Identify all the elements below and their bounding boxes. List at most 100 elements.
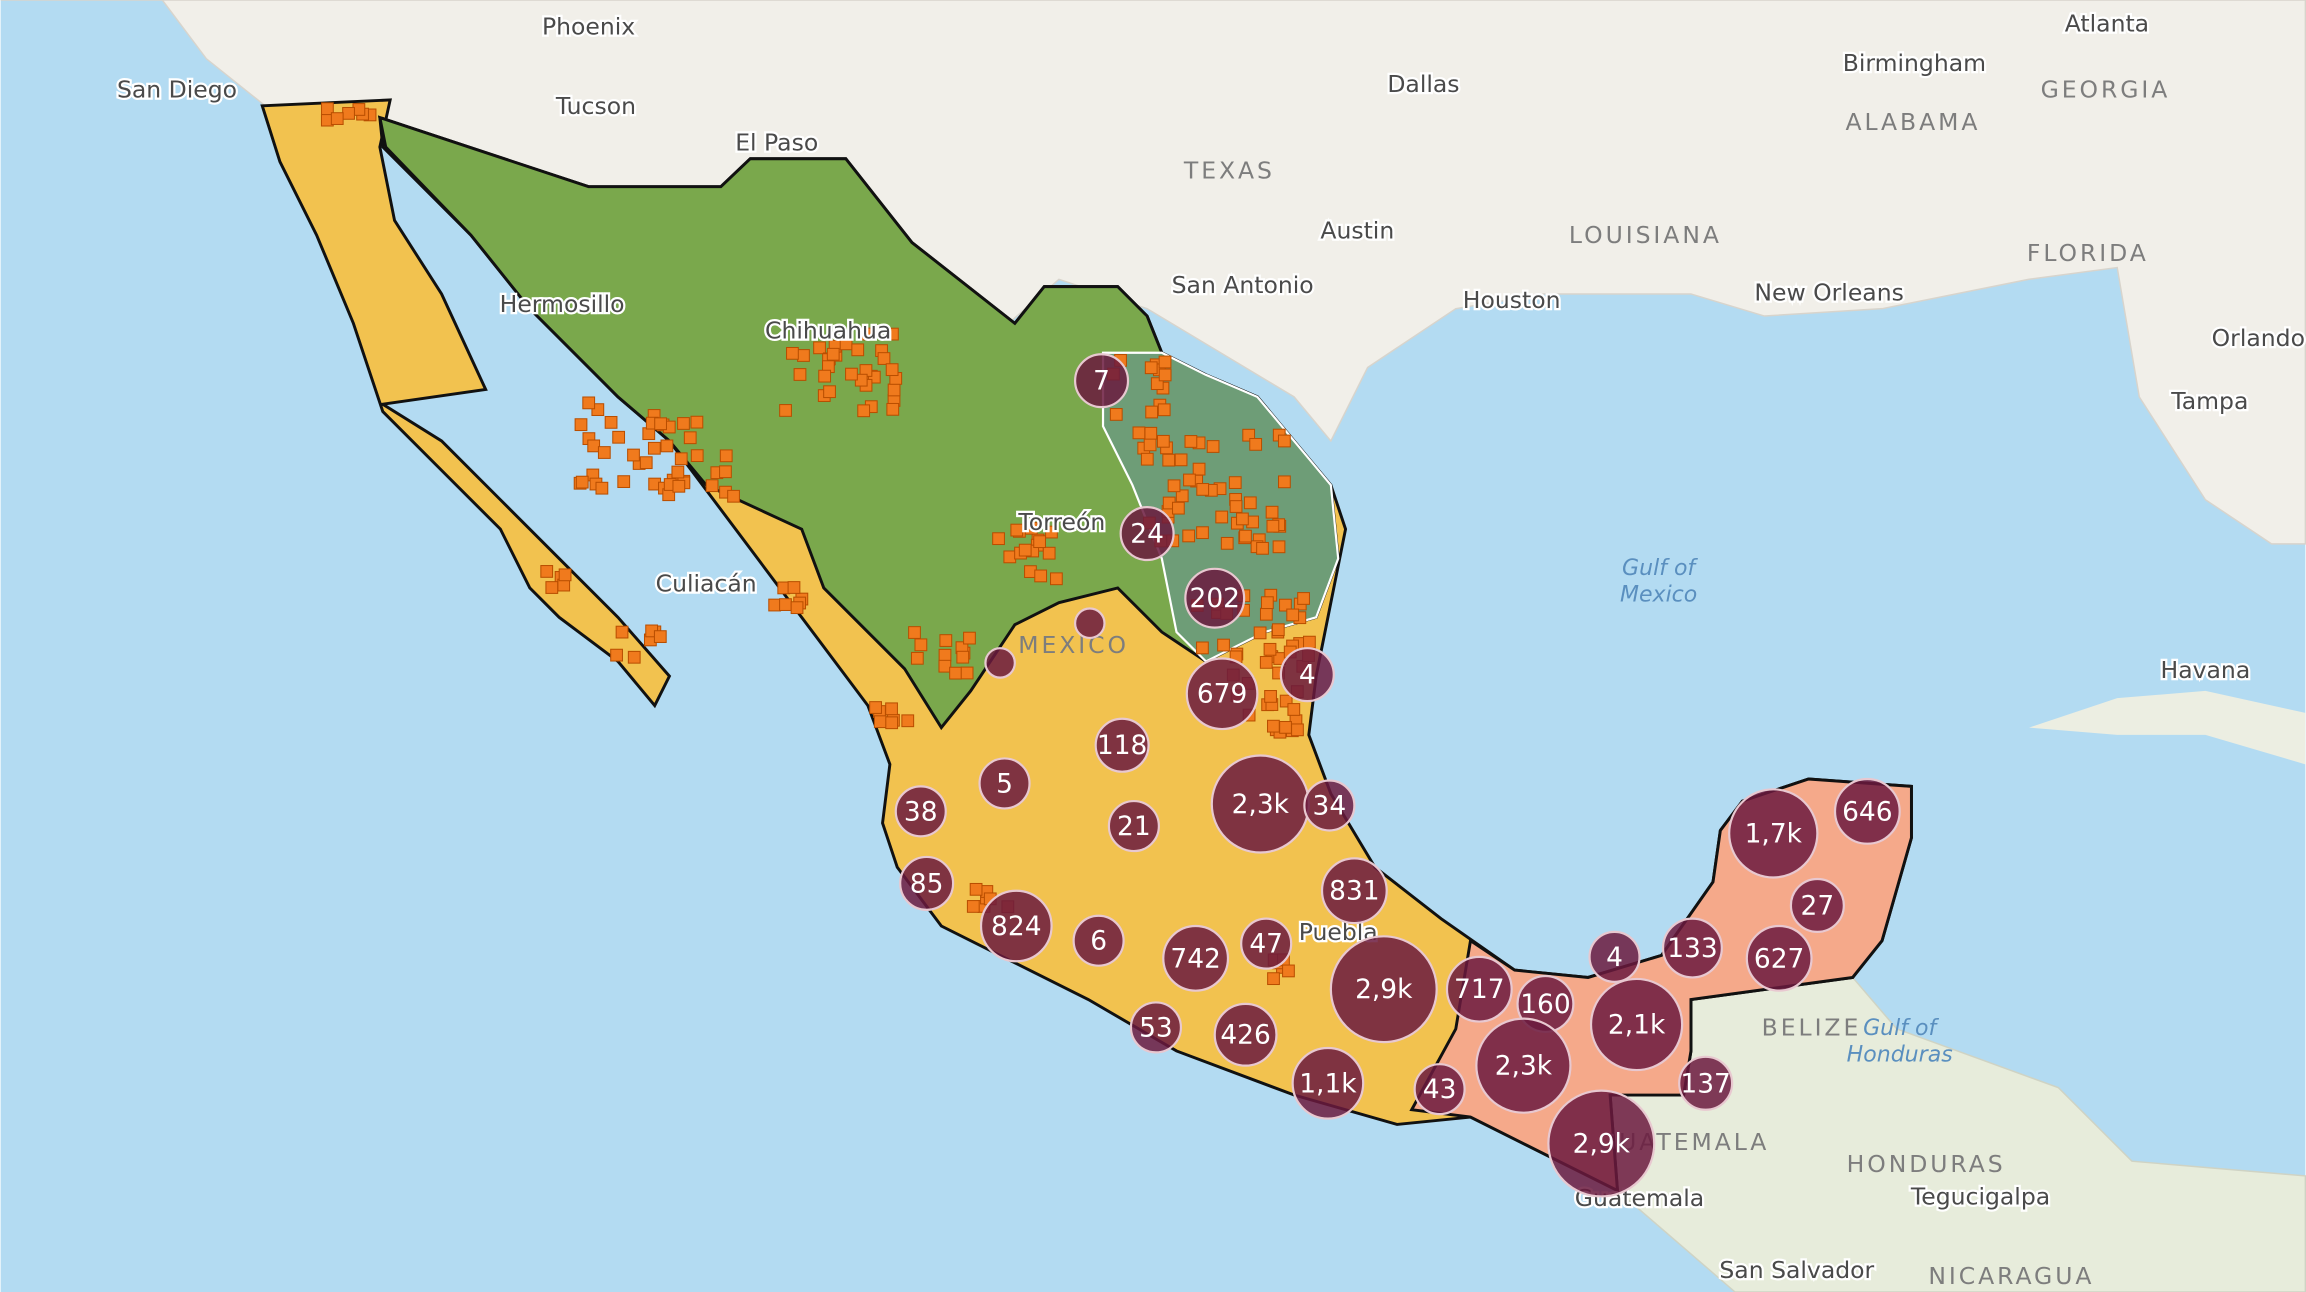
cluster: [1279, 647, 1335, 703]
point: [705, 479, 719, 493]
place-label: Tegucigalpa: [1910, 1182, 2050, 1210]
place-label: Dallas: [1387, 70, 1459, 98]
cluster: [1329, 935, 1438, 1044]
point: [1033, 535, 1047, 549]
water-label: Gulf of: [1622, 556, 1698, 581]
cluster: [1833, 777, 1901, 845]
place-label: Hermosillo: [500, 290, 625, 318]
cluster-label: 5: [996, 768, 1013, 799]
place-label: Chihuahua: [765, 317, 891, 345]
point: [1171, 501, 1185, 515]
point: [786, 346, 799, 360]
cluster-label: 627: [1754, 943, 1804, 974]
place-label: San Salvador: [1719, 1256, 1874, 1284]
point: [575, 475, 589, 489]
cluster-label: 2,1k: [1608, 1009, 1666, 1040]
cluster-label: 137: [1680, 1068, 1730, 1099]
point: [1259, 655, 1273, 669]
cluster: [978, 757, 1031, 810]
place-label: Birmingham: [1843, 49, 1986, 77]
point: [885, 716, 899, 730]
point: [1297, 592, 1310, 605]
cluster-label: 1,7k: [1745, 818, 1803, 849]
clusters: 7 24 202 4 679 118 5 2,3k 34 38 21 1,7k 646 85 831 27 82…: [894, 353, 1901, 1198]
point: [960, 666, 974, 680]
point: [660, 439, 674, 453]
point: [639, 456, 653, 470]
point: [886, 402, 900, 416]
cluster: [1094, 717, 1150, 773]
point: [938, 648, 952, 662]
cluster-label: 53: [1139, 1012, 1173, 1043]
point: [1271, 623, 1285, 637]
point: [914, 638, 928, 652]
point: [677, 417, 690, 430]
point: [627, 448, 640, 462]
point: [1272, 540, 1286, 554]
cluster-label: 742: [1170, 943, 1220, 974]
cluster: [899, 855, 955, 911]
point: [1267, 972, 1280, 986]
point: [1215, 510, 1229, 524]
point: [653, 630, 667, 644]
point: [558, 568, 572, 582]
point: [642, 427, 656, 441]
baja-california: [260, 98, 672, 709]
point: [1156, 434, 1170, 448]
point: [1206, 440, 1220, 453]
point: [672, 479, 686, 493]
point: [545, 581, 559, 594]
cuba: [2029, 690, 2306, 765]
place-label: Tucson: [555, 92, 636, 120]
place-label: Torreón: [1017, 508, 1105, 536]
cluster-label: 4: [1606, 942, 1623, 973]
cluster-label: 34: [1313, 790, 1347, 821]
point: [690, 415, 704, 429]
cluster-label: 43: [1423, 1074, 1457, 1105]
cluster: [1291, 1046, 1365, 1120]
point: [1162, 453, 1176, 467]
point: [1286, 608, 1300, 622]
point: [597, 446, 611, 459]
place-label: Culiacán: [656, 570, 757, 598]
point: [1264, 690, 1277, 703]
point: [615, 625, 629, 639]
point: [1145, 405, 1159, 419]
point: [1196, 641, 1209, 655]
point: [823, 385, 836, 399]
point: [1253, 626, 1267, 640]
point: [873, 715, 887, 729]
point: [1267, 719, 1280, 733]
place-label: Tampa: [2170, 387, 2248, 415]
cluster: [1185, 657, 1259, 731]
point: [1196, 483, 1210, 496]
water-label: Gulf of: [1863, 1016, 1939, 1041]
cluster: [1107, 799, 1160, 853]
point: [779, 404, 792, 417]
point: [768, 598, 782, 612]
point: [674, 452, 688, 466]
cluster-label: 426: [1220, 1020, 1270, 1051]
point: [1184, 435, 1198, 448]
point: [1266, 519, 1280, 533]
point: [956, 650, 970, 664]
cluster-label: 4: [1299, 660, 1316, 691]
place-label: Atlanta: [2065, 9, 2149, 37]
point: [1192, 462, 1206, 476]
point: [690, 449, 704, 463]
point: [1049, 572, 1063, 586]
point: [654, 417, 667, 431]
point: [1242, 428, 1256, 442]
cluster-label: 85: [910, 868, 944, 899]
cluster: [1589, 977, 1684, 1072]
point: [582, 396, 596, 410]
point: [1220, 536, 1234, 550]
cluster: [1240, 917, 1293, 970]
point: [1263, 642, 1277, 656]
cluster: [1789, 877, 1845, 933]
cluster: [1445, 955, 1513, 1023]
point: [627, 650, 641, 664]
point: [1010, 523, 1024, 537]
point: [1259, 607, 1273, 621]
